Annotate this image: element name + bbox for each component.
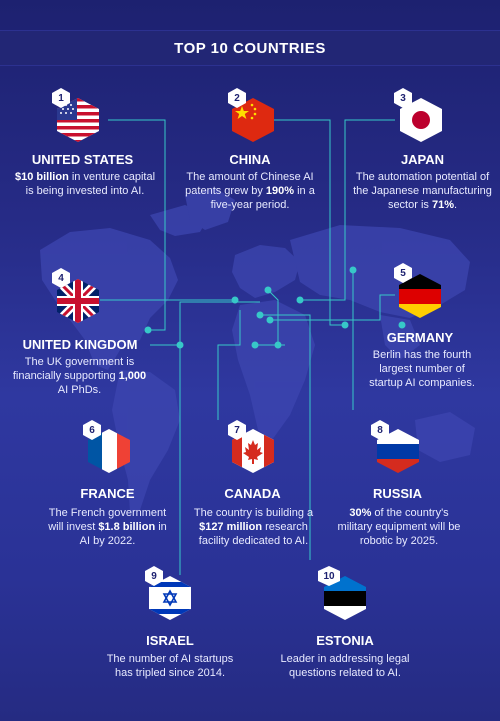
desc-text: .	[453, 199, 458, 212]
country-desc-china: The amount of Chinese AI patents grew by…	[175, 170, 325, 212]
desc-text: The French government will invest	[48, 507, 167, 534]
desc-text: Leader in addressing legal questions rel…	[280, 653, 410, 680]
country-name-estonia: ESTONIA	[316, 633, 374, 648]
desc-text: The country is building a	[193, 507, 314, 519]
rank-badge-2: 2	[228, 88, 246, 108]
desc-text: The number of AI startups has tripled si…	[106, 653, 234, 680]
country-name-russia: RUSSIA	[372, 486, 423, 501]
rank-badge-7: 7	[228, 420, 246, 440]
country-desc-uk: The UK government is financially support…	[12, 355, 147, 397]
highlight-stat: 1,000	[118, 370, 147, 383]
desc-text: in AI by 2022.	[79, 521, 167, 548]
connector-dots	[144, 266, 406, 349]
country-desc-estonia: Leader in addressing legal questions rel…	[275, 652, 415, 680]
desc-text: The UK government is financially support…	[12, 356, 135, 383]
highlight-stat: $10 billion	[15, 171, 69, 183]
country-desc-france: The French government will invest $1.8 b…	[45, 506, 170, 548]
country-name-china: CHINA	[229, 152, 271, 167]
desc-text: AI PhDs.	[57, 384, 102, 397]
country-name-uk: UNITED KINGDOM	[22, 337, 138, 352]
rank-badge-9: 9	[145, 566, 163, 586]
russia-flag-icon	[377, 429, 419, 473]
country-desc-canada: The country is building a $127 million r…	[186, 506, 321, 548]
rank-badge-5: 5	[394, 263, 412, 283]
country-name-canada: CANADA	[224, 486, 281, 501]
country-desc-germany: Berlin has the fourth largest number of …	[362, 348, 482, 390]
desc-text: The automation potential of the Japanese…	[353, 171, 492, 212]
highlight-stat: $127 million	[199, 521, 263, 534]
country-name-germany: GERMANY	[386, 330, 454, 345]
country-name-us: UNITED STATES	[31, 152, 134, 167]
rank-badge-1: 1	[52, 88, 70, 108]
highlight-stat: 190%	[265, 185, 295, 198]
desc-text: Berlin has the fourth largest number of …	[369, 349, 475, 390]
highlight-stat: 71%	[431, 199, 454, 212]
country-desc-japan: The automation potential of the Japanese…	[350, 170, 495, 212]
highlight-stat: 30%	[349, 507, 372, 519]
rank-badge-6: 6	[83, 420, 101, 440]
desc-text: in a five-year period.	[210, 185, 315, 212]
highlight-stat: $1.8 billion	[98, 521, 156, 534]
title-banner	[0, 30, 500, 66]
rank-badge-8: 8	[371, 420, 389, 440]
rank-badge-10: 10	[318, 566, 340, 586]
desc-text: research facility dedicated to AI.	[198, 521, 309, 548]
country-desc-us: $10 billion in venture capital is being …	[15, 170, 155, 198]
us-flag-icon	[57, 98, 99, 142]
country-name-japan: JAPAN	[400, 152, 445, 167]
country-desc-russia: 30% of the country's military equipment …	[335, 506, 463, 548]
country-name-france: FRANCE	[80, 486, 135, 501]
page-title: TOP 10 COUNTRIES	[174, 40, 326, 57]
desc-text: of the country's military equipment will…	[337, 507, 461, 548]
country-name-israel: ISRAEL	[146, 633, 194, 648]
country-desc-israel: The number of AI startups has tripled si…	[105, 652, 235, 680]
rank-badge-4: 4	[52, 268, 70, 288]
connector-lines	[100, 119, 395, 575]
world-map	[40, 188, 475, 512]
desc-text: in venture capital is being invested int…	[25, 171, 156, 198]
desc-text: The amount of Chinese AI patents grew by	[185, 171, 314, 198]
france-flag-icon	[88, 429, 130, 473]
rank-badge-3: 3	[394, 88, 412, 108]
